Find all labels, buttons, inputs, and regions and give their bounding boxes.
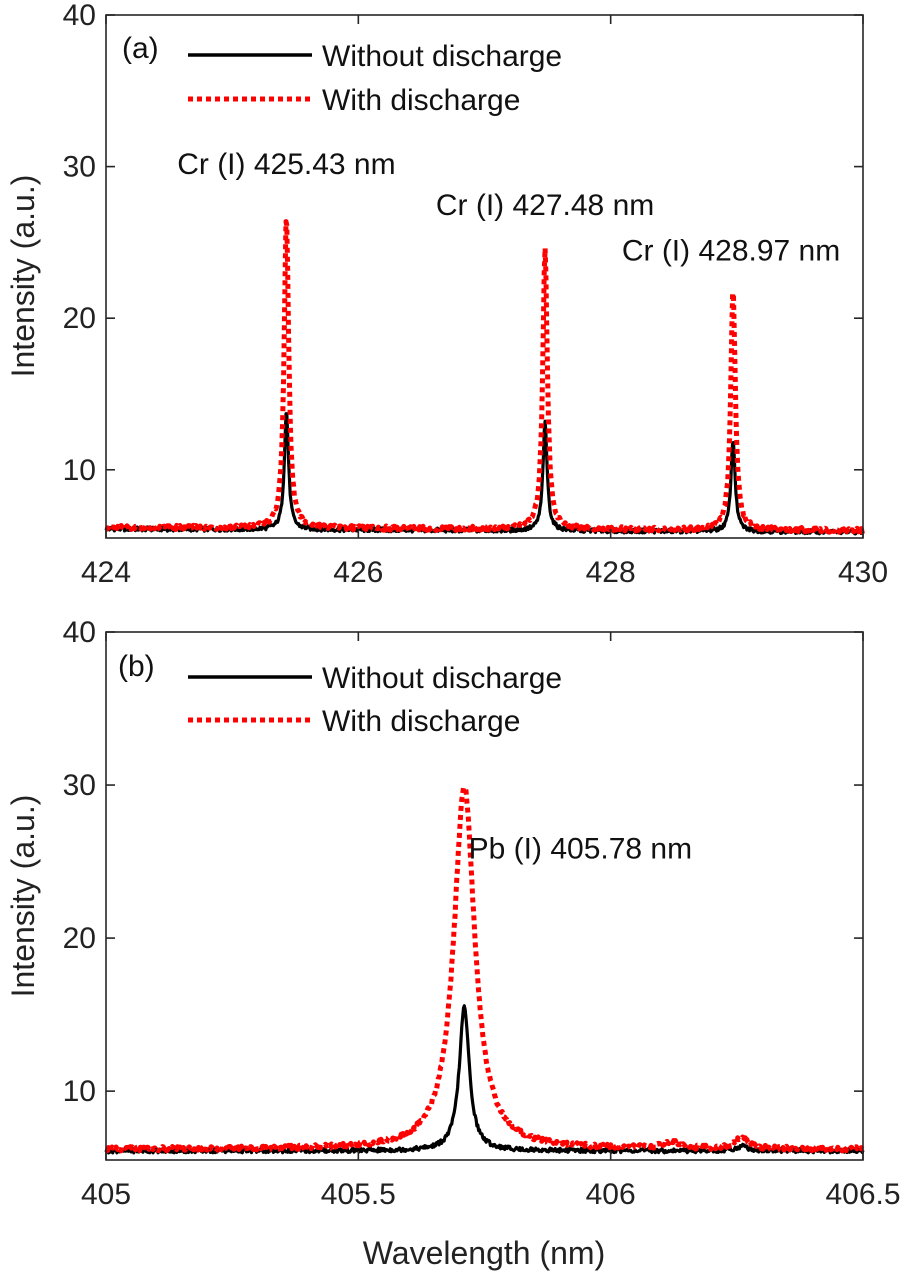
y-tick-label-b-0: 10 xyxy=(63,1075,96,1108)
panel-label-b: (b) xyxy=(118,650,155,683)
y-tick-label-b-2: 30 xyxy=(63,769,96,802)
legend-a: Without discharge With discharge xyxy=(188,40,562,117)
y-tick-label-a-1: 20 xyxy=(63,302,96,335)
annotations-a: Cr (I) 425.43 nm Cr (I) 427.48 nm Cr (I) 4… xyxy=(177,148,840,267)
x-tick-label-a-3: 430 xyxy=(838,556,888,589)
legend-label-with-discharge-a: With discharge xyxy=(322,84,520,117)
axes-frame-b xyxy=(105,631,864,1161)
x-tick-label-a-1: 426 xyxy=(333,556,383,589)
plot-area-b xyxy=(106,632,863,1160)
panel-label-a: (a) xyxy=(122,32,159,65)
x-tick-label-b-1: 405.5 xyxy=(321,1178,396,1211)
x-tick-label-b-2: 406 xyxy=(586,1178,636,1211)
annotations-b: Pb (I) 405.78 nm xyxy=(469,833,692,866)
y-axis-title-a: Intensity (a.u.) xyxy=(5,175,41,378)
x-tick-label-a-2: 428 xyxy=(586,556,636,589)
x-tick-label-b-0: 405 xyxy=(81,1178,131,1211)
y-tick-label-a-0: 10 xyxy=(63,454,96,487)
x-tick-label-b-3: 406.5 xyxy=(825,1178,900,1211)
series-layer-a xyxy=(104,219,866,536)
series-layer-b xyxy=(104,784,865,1155)
panel-b: 405 405.5 406 406.5 10 20 30 40 Intensity (a.u.… xyxy=(5,616,901,1271)
x-tick-label-a-0: 424 xyxy=(81,556,131,589)
y-tick-label-b-1: 20 xyxy=(63,922,96,955)
ticks-layer-b: 405 405.5 406 406.5 10 20 30 40 xyxy=(63,616,901,1211)
y-tick-label-a-2: 30 xyxy=(63,151,96,184)
ticks-layer-a: 424 426 428 430 10 20 30 40 xyxy=(63,0,888,589)
peak-annotation-b-0: Pb (I) 405.78 nm xyxy=(469,833,692,866)
peak-annotation-a-0: Cr (I) 425.43 nm xyxy=(177,148,395,181)
legend-label-without-discharge-a: Without discharge xyxy=(322,40,562,73)
y-tick-label-b-3: 40 xyxy=(63,616,96,649)
legend-b: Without discharge With discharge xyxy=(188,662,562,738)
peak-annotation-a-1: Cr (I) 427.48 nm xyxy=(436,189,654,222)
axes-frame-a xyxy=(105,14,864,539)
peak-annotation-a-2: Cr (I) 428.97 nm xyxy=(622,235,840,268)
x-axis-title-b: Wavelength (nm) xyxy=(363,1235,605,1271)
series-with-discharge-a xyxy=(104,219,866,535)
panel-a: 424 426 428 430 10 20 30 40 Intensity (a.u.) (a… xyxy=(5,0,888,589)
legend-label-without-discharge-b: Without discharge xyxy=(322,662,562,695)
legend-label-with-discharge-b: With discharge xyxy=(322,705,520,738)
series-with-discharge-b xyxy=(104,784,865,1154)
y-tick-label-a-3: 40 xyxy=(63,0,96,32)
y-axis-title-b: Intensity (a.u.) xyxy=(5,795,41,998)
